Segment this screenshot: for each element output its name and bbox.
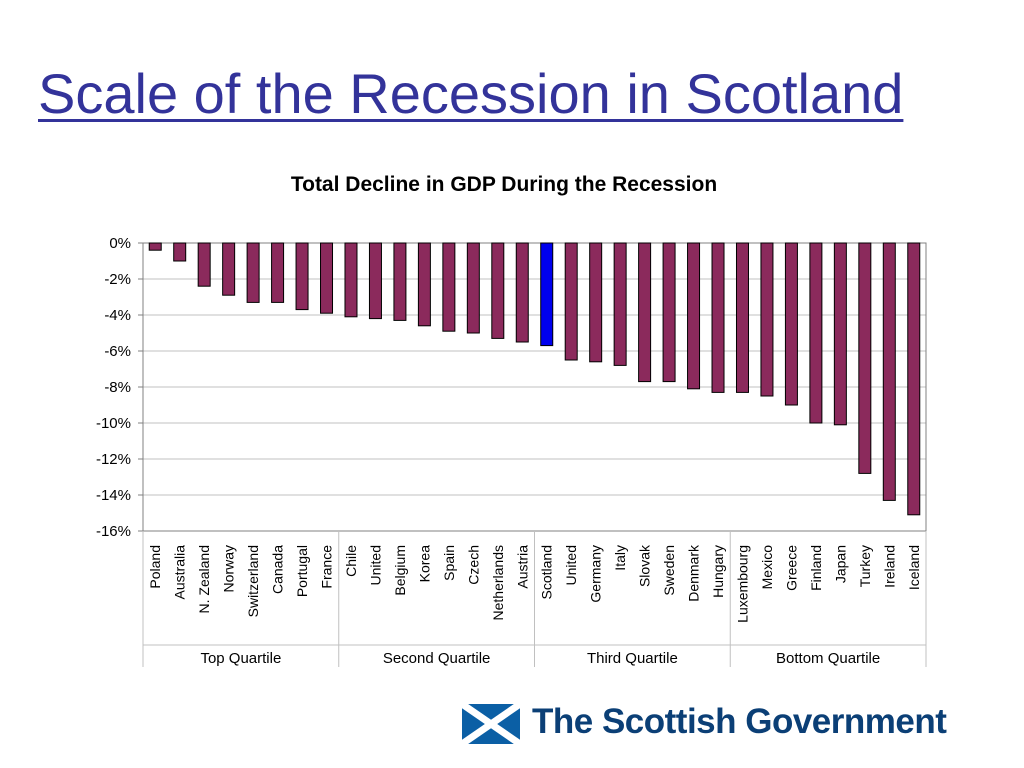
x-tick-label: N. Zealand: [196, 545, 212, 613]
x-tick-label: Slovak: [637, 544, 653, 587]
bar: [491, 242, 505, 339]
x-tick-label: Japan: [832, 545, 848, 583]
x-tick-label: Netherlands: [490, 545, 506, 621]
x-tick-label: Czech: [465, 545, 481, 585]
bar: [295, 242, 309, 311]
x-tick-label: Belgium: [392, 545, 408, 596]
group-label: Top Quartile: [200, 650, 281, 667]
x-tick-label: Finland: [808, 545, 824, 591]
bar: [368, 242, 382, 320]
bar: [784, 242, 798, 406]
bar: [564, 242, 578, 361]
bar: [907, 242, 921, 516]
bar: [858, 242, 872, 474]
slide-title: Scale of the Recession in Scotland: [38, 62, 904, 125]
bar: [809, 242, 823, 424]
bar: [271, 242, 285, 303]
bar: [197, 242, 211, 287]
x-tick-label: Hungary: [710, 545, 726, 598]
x-tick-label: Portugal: [294, 545, 310, 597]
bar: [638, 242, 652, 383]
x-tick-label: Spain: [441, 545, 457, 581]
y-tick-label: -12%: [96, 451, 131, 468]
bar: [246, 242, 260, 303]
bar: [735, 242, 749, 393]
x-tick-label: Poland: [147, 545, 163, 589]
bar: [711, 242, 725, 393]
x-tick-label: Luxembourg: [734, 545, 750, 623]
scottish-government-logo: The Scottish Government: [462, 700, 992, 748]
x-tick-label: Denmark: [686, 544, 702, 602]
bar: [882, 242, 896, 501]
chart-title: Total Decline in GDP During the Recessio…: [290, 173, 718, 196]
x-tick-label: Mexico: [759, 545, 775, 590]
x-tick-label: Greece: [783, 545, 799, 591]
bar: [662, 242, 676, 383]
bar: [466, 242, 480, 334]
bar: [393, 242, 407, 321]
group-label: Second Quartile: [383, 650, 491, 667]
x-tick-label: Austria: [514, 545, 530, 589]
bar: [222, 242, 236, 296]
bar: [760, 242, 774, 397]
group-label: Third Quartile: [587, 650, 678, 667]
bar: [417, 242, 431, 327]
bar-highlight: [540, 242, 554, 347]
x-tick-label: Chile: [343, 545, 359, 577]
y-tick-label: -4%: [104, 307, 131, 324]
bar: [613, 242, 627, 366]
y-tick-label: 0%: [109, 235, 131, 252]
x-tick-label: United: [563, 545, 579, 585]
x-tick-label: France: [319, 545, 335, 589]
x-tick-label: Switzerland: [245, 545, 261, 617]
bar: [148, 242, 162, 251]
x-tick-label: Korea: [416, 545, 432, 583]
saltire-flag-icon: [462, 704, 520, 744]
bar: [515, 242, 529, 343]
bar: [442, 242, 456, 332]
x-tick-label: Canada: [270, 545, 286, 594]
y-tick-label: -6%: [104, 343, 131, 360]
bar: [687, 242, 701, 390]
x-tick-label: Ireland: [881, 545, 897, 588]
x-tick-label: Scotland: [539, 545, 555, 599]
x-tick-label: Australia: [172, 545, 188, 600]
y-tick-label: -16%: [96, 523, 131, 540]
x-tick-label: Iceland: [906, 545, 922, 590]
y-tick-label: -8%: [104, 379, 131, 396]
bar: [589, 242, 603, 363]
x-tick-label: Turkey: [857, 545, 873, 587]
x-tick-label: Italy: [612, 545, 628, 571]
bar: [833, 242, 847, 426]
x-tick-label: Sweden: [661, 545, 677, 596]
bar: [344, 242, 358, 318]
x-tick-label: Germany: [588, 545, 604, 603]
logo-text: The Scottish Government: [532, 702, 947, 741]
x-tick-label: United: [367, 545, 383, 585]
y-tick-label: -14%: [96, 487, 131, 504]
bar: [173, 242, 187, 262]
y-tick-label: -10%: [96, 415, 131, 432]
x-tick-label: Norway: [221, 545, 237, 592]
group-label: Bottom Quartile: [776, 650, 880, 667]
y-tick-label: -2%: [104, 271, 131, 288]
bar: [320, 242, 334, 314]
